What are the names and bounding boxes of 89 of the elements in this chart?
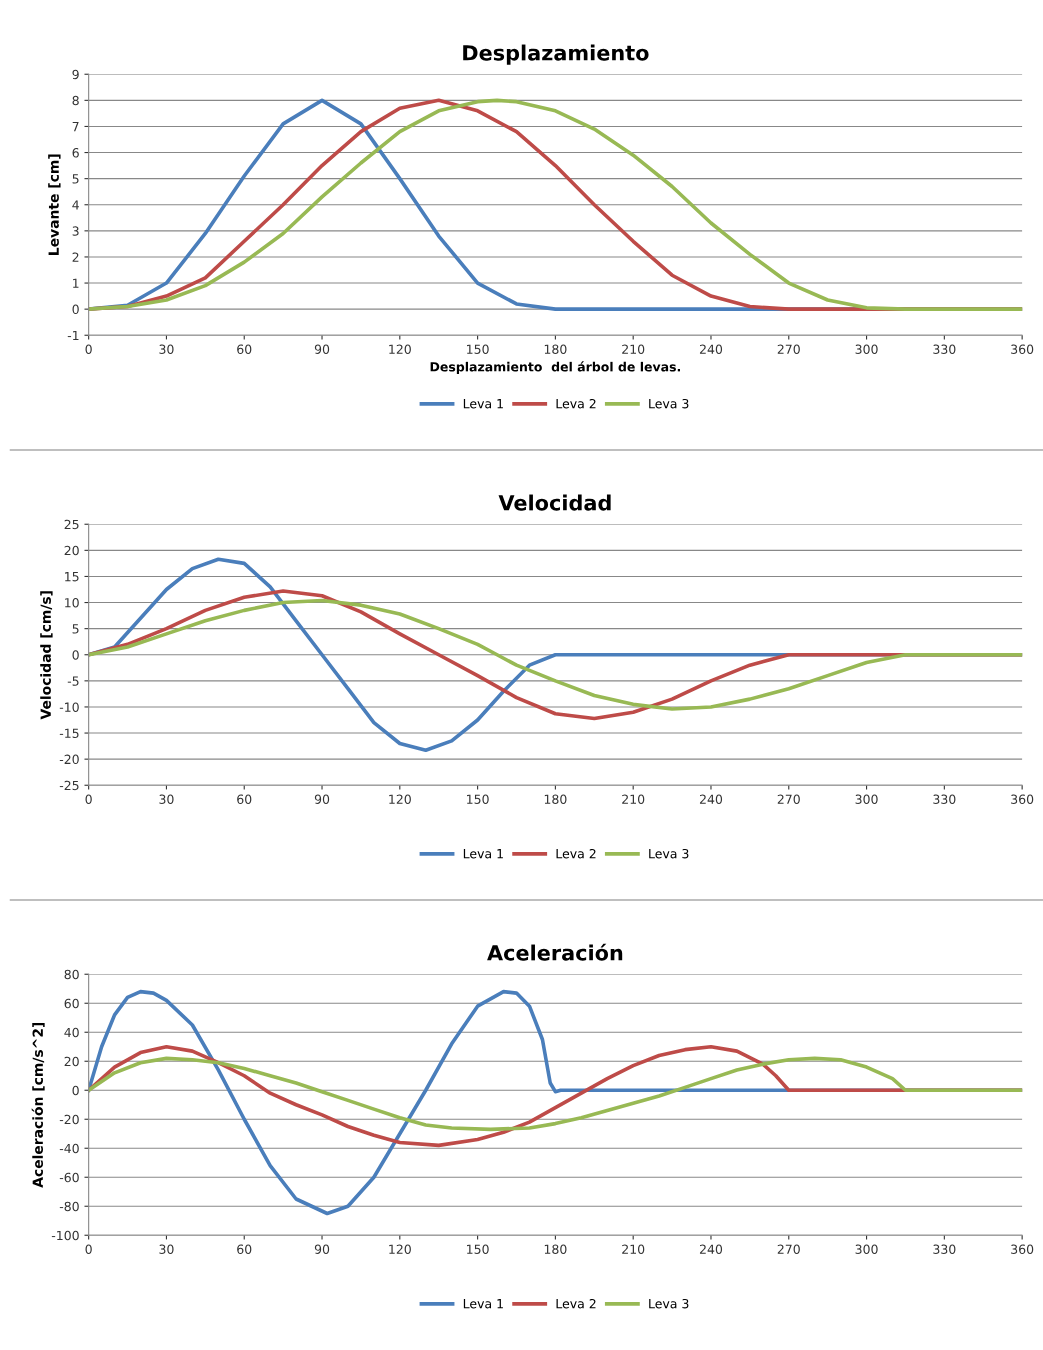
y-tick-label: 6 [72,148,79,158]
x-tick-label: 300 [855,794,878,804]
y-tick-label: 0 [72,304,79,315]
y-tick-label: 0 [72,650,79,660]
x-tick-label: 210 [622,1244,645,1254]
legend-label: Leva 1 [463,849,503,859]
x-tick-label: 270 [777,794,800,804]
x-tick-label: 120 [389,344,411,354]
x-tick-label: 60 [237,344,252,354]
y-tick-label: 3 [72,226,79,236]
legend-label: Leva 3 [649,848,689,859]
x-tick-label: 60 [237,794,252,804]
legend-label: Leva 3 [649,398,689,409]
y-tick-label: -80 [59,1201,79,1212]
y-tick-label: -20 [59,754,79,765]
x-tick-label: 360 [1011,1244,1034,1254]
x-tick-label: 30 [159,344,174,354]
y-tick-label: -10 [59,702,79,712]
x-tick-label: 360 [1011,794,1034,804]
x-tick-label: 0 [85,794,92,804]
x-tick-label: 90 [314,344,330,354]
y-tick-label: 15 [65,572,79,582]
y-tick-label: -1 [67,330,79,340]
x-tick-label: 0 [85,1244,92,1254]
x-tick-label: 210 [622,794,645,804]
y-tick-label: -60 [59,1172,79,1183]
x-tick-label: 0 [85,344,92,354]
legend-label: Leva 3 [649,1298,689,1309]
y-tick-label: 9 [72,69,79,80]
legend-label: Leva 2 [556,1298,596,1309]
legend-label: Leva 2 [556,398,596,409]
line-series [88,98,1023,311]
x-tick-label: 150 [467,1244,489,1254]
x-tick-label: 180 [544,344,567,354]
y-tick-label: 10 [65,598,79,608]
x-tick-label: 360 [1011,344,1034,354]
y-tick-label: 5 [72,624,79,634]
y-tick-label: -20 [59,1114,79,1125]
y-axis-title: Aceleración [cm/s^2] [31,1022,45,1188]
x-tick-label: 120 [389,794,411,804]
y-tick-label: -15 [59,728,79,738]
y-tick-label: 0 [72,1085,79,1096]
x-tick-label: 330 [933,794,956,804]
x-tick-label: 300 [855,1244,878,1254]
x-tick-label: 60 [237,1244,252,1254]
x-tick-label: 240 [699,794,723,804]
y-tick-label: 4 [72,200,79,210]
x-tick-label: 30 [159,794,174,804]
x-tick-label: 90 [314,794,330,804]
x-tick-label: 180 [544,794,567,804]
x-tick-label: 30 [159,1244,174,1254]
y-tick-label: 1 [73,278,79,288]
x-tick-label: 240 [699,344,723,354]
y-tick-label: -5 [67,676,79,686]
legend-label: Leva 1 [463,1299,503,1309]
y-axis-title: Levante [cm] [48,154,61,255]
x-tick-label: 180 [544,1244,567,1254]
y-tick-label: 5 [72,174,79,184]
x-tick-label: 150 [467,794,489,804]
y-tick-label: 40 [64,1027,79,1038]
y-axis-title: Velocidad [cm/s] [40,591,53,720]
y-tick-label: 20 [64,545,79,556]
x-tick-label: 330 [933,344,956,354]
legend-label: Leva 2 [556,848,596,859]
y-tick-label: 7 [72,122,79,132]
x-tick-label: 270 [777,344,800,354]
x-tick-label: 270 [777,1244,800,1254]
y-tick-label: 20 [64,1056,79,1067]
x-tick-label: 150 [467,344,489,354]
y-tick-label: -40 [59,1143,79,1154]
legend-label: Leva 1 [463,399,503,409]
x-tick-label: 90 [314,1244,330,1254]
chart-title: Velocidad [498,494,611,511]
chart-title: Aceleración [487,943,623,961]
y-tick-label: 60 [64,998,79,1009]
x-tick-label: 120 [389,1244,411,1254]
x-axis-title: Desplazamiento del árbol de levas. [430,361,680,374]
x-tick-label: 330 [933,1244,956,1254]
y-tick-label: 80 [64,969,79,980]
y-tick-label: 2 [72,252,79,262]
y-tick-label: -100 [51,1230,79,1241]
x-tick-label: 240 [699,1244,723,1254]
line-series [88,1056,1023,1132]
y-tick-label: -25 [59,780,79,791]
x-tick-label: 210 [622,344,645,354]
x-tick-label: 300 [855,344,878,354]
y-tick-label: 8 [72,95,79,106]
y-tick-label: 25 [64,519,79,530]
chart-title: Desplazamiento [463,44,649,65]
